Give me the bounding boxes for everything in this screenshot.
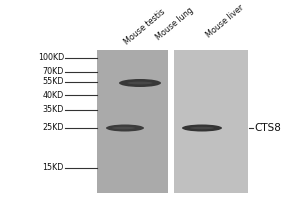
Text: Mouse liver: Mouse liver <box>204 3 245 40</box>
Text: 70KD: 70KD <box>43 68 64 76</box>
Text: 40KD: 40KD <box>43 90 64 99</box>
Bar <box>168 50 174 193</box>
Text: CTS8: CTS8 <box>254 123 281 133</box>
Ellipse shape <box>128 82 153 84</box>
Bar <box>97 50 168 193</box>
Ellipse shape <box>182 124 222 132</box>
Text: 55KD: 55KD <box>43 77 64 86</box>
Text: 35KD: 35KD <box>43 106 64 114</box>
Text: 100KD: 100KD <box>38 53 64 62</box>
Text: Mouse lung: Mouse lung <box>154 6 195 42</box>
Ellipse shape <box>119 79 161 87</box>
Text: Mouse testis: Mouse testis <box>122 8 166 47</box>
Text: 25KD: 25KD <box>43 123 64 132</box>
Bar <box>174 50 248 193</box>
Text: 15KD: 15KD <box>43 164 64 172</box>
Ellipse shape <box>190 127 214 129</box>
Ellipse shape <box>106 124 144 132</box>
Ellipse shape <box>112 127 135 129</box>
